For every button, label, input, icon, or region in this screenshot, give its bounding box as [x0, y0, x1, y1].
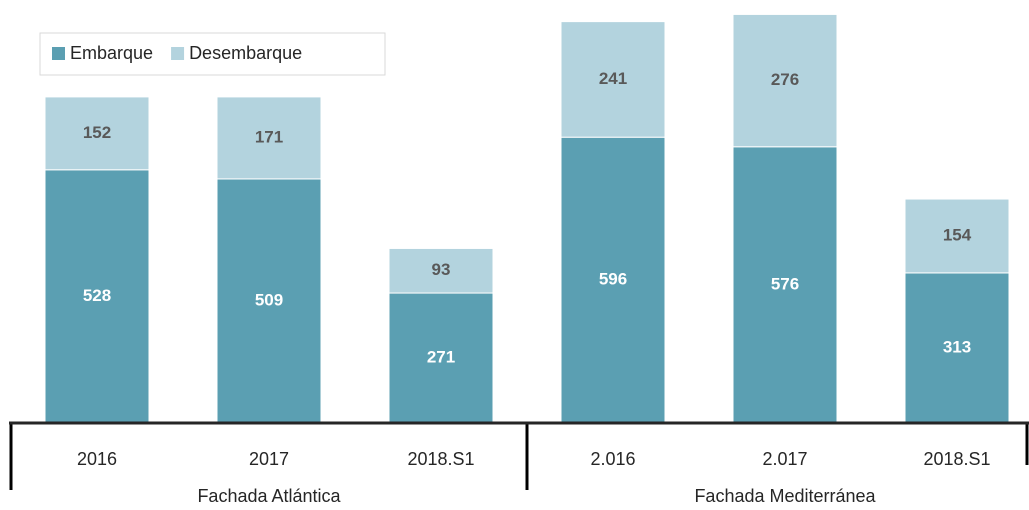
x-tick-label: 2.017 — [762, 449, 807, 469]
group-label: Fachada Atlántica — [197, 486, 341, 506]
x-tick-label: 2017 — [249, 449, 289, 469]
bar-segment — [388, 292, 494, 424]
data-label: 154 — [943, 225, 972, 244]
bar-segment — [44, 169, 150, 424]
bar-segment — [44, 96, 150, 171]
legend-label: Embarque — [70, 43, 153, 63]
bar-segment — [560, 21, 666, 138]
data-label: 241 — [599, 69, 627, 88]
bar-segment — [216, 96, 322, 180]
bar-segment — [560, 136, 666, 424]
bar-segment — [732, 13, 838, 148]
x-tick-label: 2018.S1 — [407, 449, 474, 469]
data-label: 313 — [943, 337, 971, 356]
bar-segment — [904, 272, 1010, 424]
legend-box — [39, 32, 386, 76]
bar-segment — [732, 146, 838, 424]
x-tick-label: 2.016 — [590, 449, 635, 469]
x-tick-label: 2016 — [77, 449, 117, 469]
bar-segment — [904, 198, 1010, 274]
data-label: 509 — [255, 290, 283, 309]
data-label: 576 — [771, 274, 799, 293]
legend-swatch — [52, 47, 65, 60]
data-label: 152 — [83, 123, 111, 142]
data-label: 276 — [771, 70, 799, 89]
group-label: Fachada Mediterránea — [694, 486, 876, 506]
data-label: 271 — [427, 348, 455, 367]
legend-label: Desembarque — [189, 43, 302, 63]
legend-swatch — [171, 47, 185, 60]
data-label: 93 — [432, 260, 451, 279]
data-label: 171 — [255, 127, 283, 146]
data-label: 596 — [599, 270, 627, 289]
x-tick-label: 2018.S1 — [923, 449, 990, 469]
data-label: 528 — [83, 286, 111, 305]
bar-segment — [388, 247, 494, 294]
